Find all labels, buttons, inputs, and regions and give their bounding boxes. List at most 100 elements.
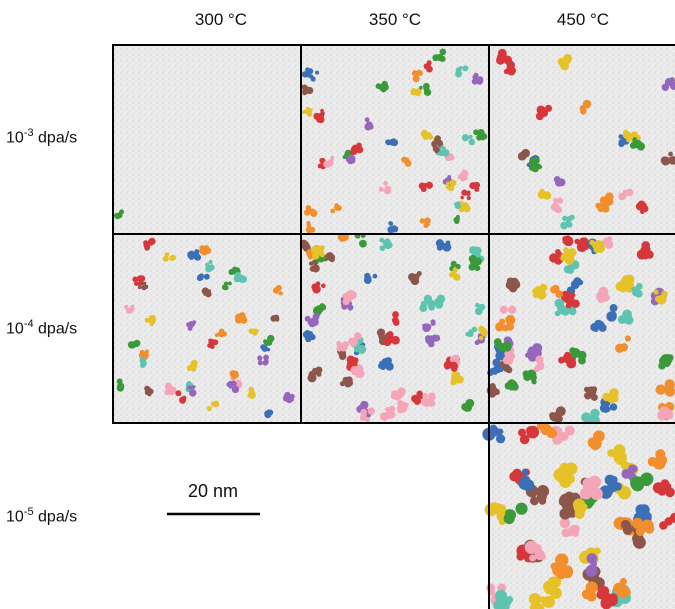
- cluster: [590, 393, 598, 401]
- cluster: [334, 203, 339, 208]
- cluster: [662, 158, 669, 166]
- cluster: [606, 195, 613, 202]
- cluster: [598, 286, 609, 297]
- cluster: [304, 315, 311, 322]
- panel-border: [488, 422, 675, 609]
- cluster: [505, 340, 511, 346]
- cluster: [383, 337, 392, 347]
- cluster: [345, 156, 351, 162]
- cluster: [142, 281, 147, 286]
- cluster: [390, 393, 397, 400]
- panel: [300, 44, 490, 235]
- cluster: [593, 324, 599, 330]
- cluster: [137, 281, 142, 286]
- cluster: [640, 244, 651, 255]
- cluster: [567, 296, 575, 304]
- cluster: [449, 179, 457, 187]
- cluster: [425, 181, 433, 189]
- cluster: [638, 504, 650, 516]
- cluster: [214, 332, 219, 338]
- cluster: [572, 530, 580, 537]
- cluster: [499, 305, 508, 314]
- cluster: [590, 487, 603, 501]
- cluster: [509, 62, 516, 69]
- cluster: [552, 564, 564, 577]
- cluster: [384, 410, 394, 420]
- cluster: [418, 395, 423, 400]
- cluster: [618, 134, 624, 139]
- cluster: [599, 196, 609, 205]
- cluster: [519, 434, 530, 445]
- cluster: [342, 376, 350, 385]
- cluster: [388, 221, 394, 226]
- cluster: [497, 366, 504, 373]
- cluster: [383, 181, 388, 186]
- cluster: [346, 361, 352, 367]
- cluster: [637, 477, 645, 485]
- cluster: [555, 290, 563, 298]
- cluster: [474, 340, 480, 346]
- cluster: [423, 63, 430, 70]
- cluster: [195, 249, 200, 254]
- cluster: [428, 340, 435, 348]
- cluster: [449, 271, 455, 278]
- cluster: [667, 157, 672, 162]
- cluster: [477, 78, 484, 84]
- cluster: [539, 188, 545, 194]
- cluster: [352, 357, 359, 364]
- cluster: [379, 237, 385, 243]
- cluster: [186, 365, 193, 371]
- cluster: [607, 395, 616, 404]
- cluster: [310, 209, 318, 217]
- cluster: [562, 236, 568, 242]
- cluster: [579, 505, 587, 513]
- cluster: [652, 482, 665, 494]
- cluster: [404, 402, 409, 408]
- cluster: [558, 356, 565, 364]
- cluster: [505, 314, 516, 325]
- cluster: [474, 257, 482, 266]
- cluster: [264, 411, 272, 419]
- cluster: [248, 389, 256, 396]
- cluster: [669, 81, 675, 90]
- cluster: [326, 254, 332, 260]
- panel: [112, 233, 302, 424]
- cluster: [423, 88, 432, 97]
- cluster: [249, 328, 255, 335]
- cluster: [188, 385, 193, 390]
- cluster: [169, 256, 174, 261]
- cluster: [463, 205, 471, 213]
- cluster: [147, 317, 155, 324]
- cluster: [144, 317, 150, 323]
- cluster: [446, 181, 450, 186]
- cluster: [233, 370, 239, 376]
- cluster: [606, 311, 617, 322]
- cluster: [308, 370, 316, 378]
- cluster: [355, 233, 361, 239]
- cluster: [162, 255, 169, 262]
- cluster: [622, 130, 631, 140]
- cluster: [603, 408, 609, 414]
- cluster: [544, 104, 553, 112]
- cluster: [263, 359, 269, 365]
- cluster: [562, 215, 568, 222]
- cluster: [305, 211, 310, 216]
- cluster: [194, 252, 199, 258]
- cluster: [657, 455, 668, 465]
- cluster: [471, 326, 478, 333]
- cluster: [555, 406, 566, 417]
- panel-background: [489, 234, 675, 423]
- cluster: [549, 414, 557, 421]
- cluster: [132, 276, 139, 283]
- cluster: [384, 357, 392, 365]
- cluster: [440, 242, 447, 250]
- cluster: [393, 311, 398, 317]
- cluster: [618, 192, 627, 201]
- cluster: [232, 381, 237, 387]
- cluster: [187, 251, 195, 259]
- cluster: [625, 284, 631, 290]
- cluster: [235, 379, 242, 386]
- cluster: [147, 387, 152, 392]
- cluster: [404, 157, 410, 163]
